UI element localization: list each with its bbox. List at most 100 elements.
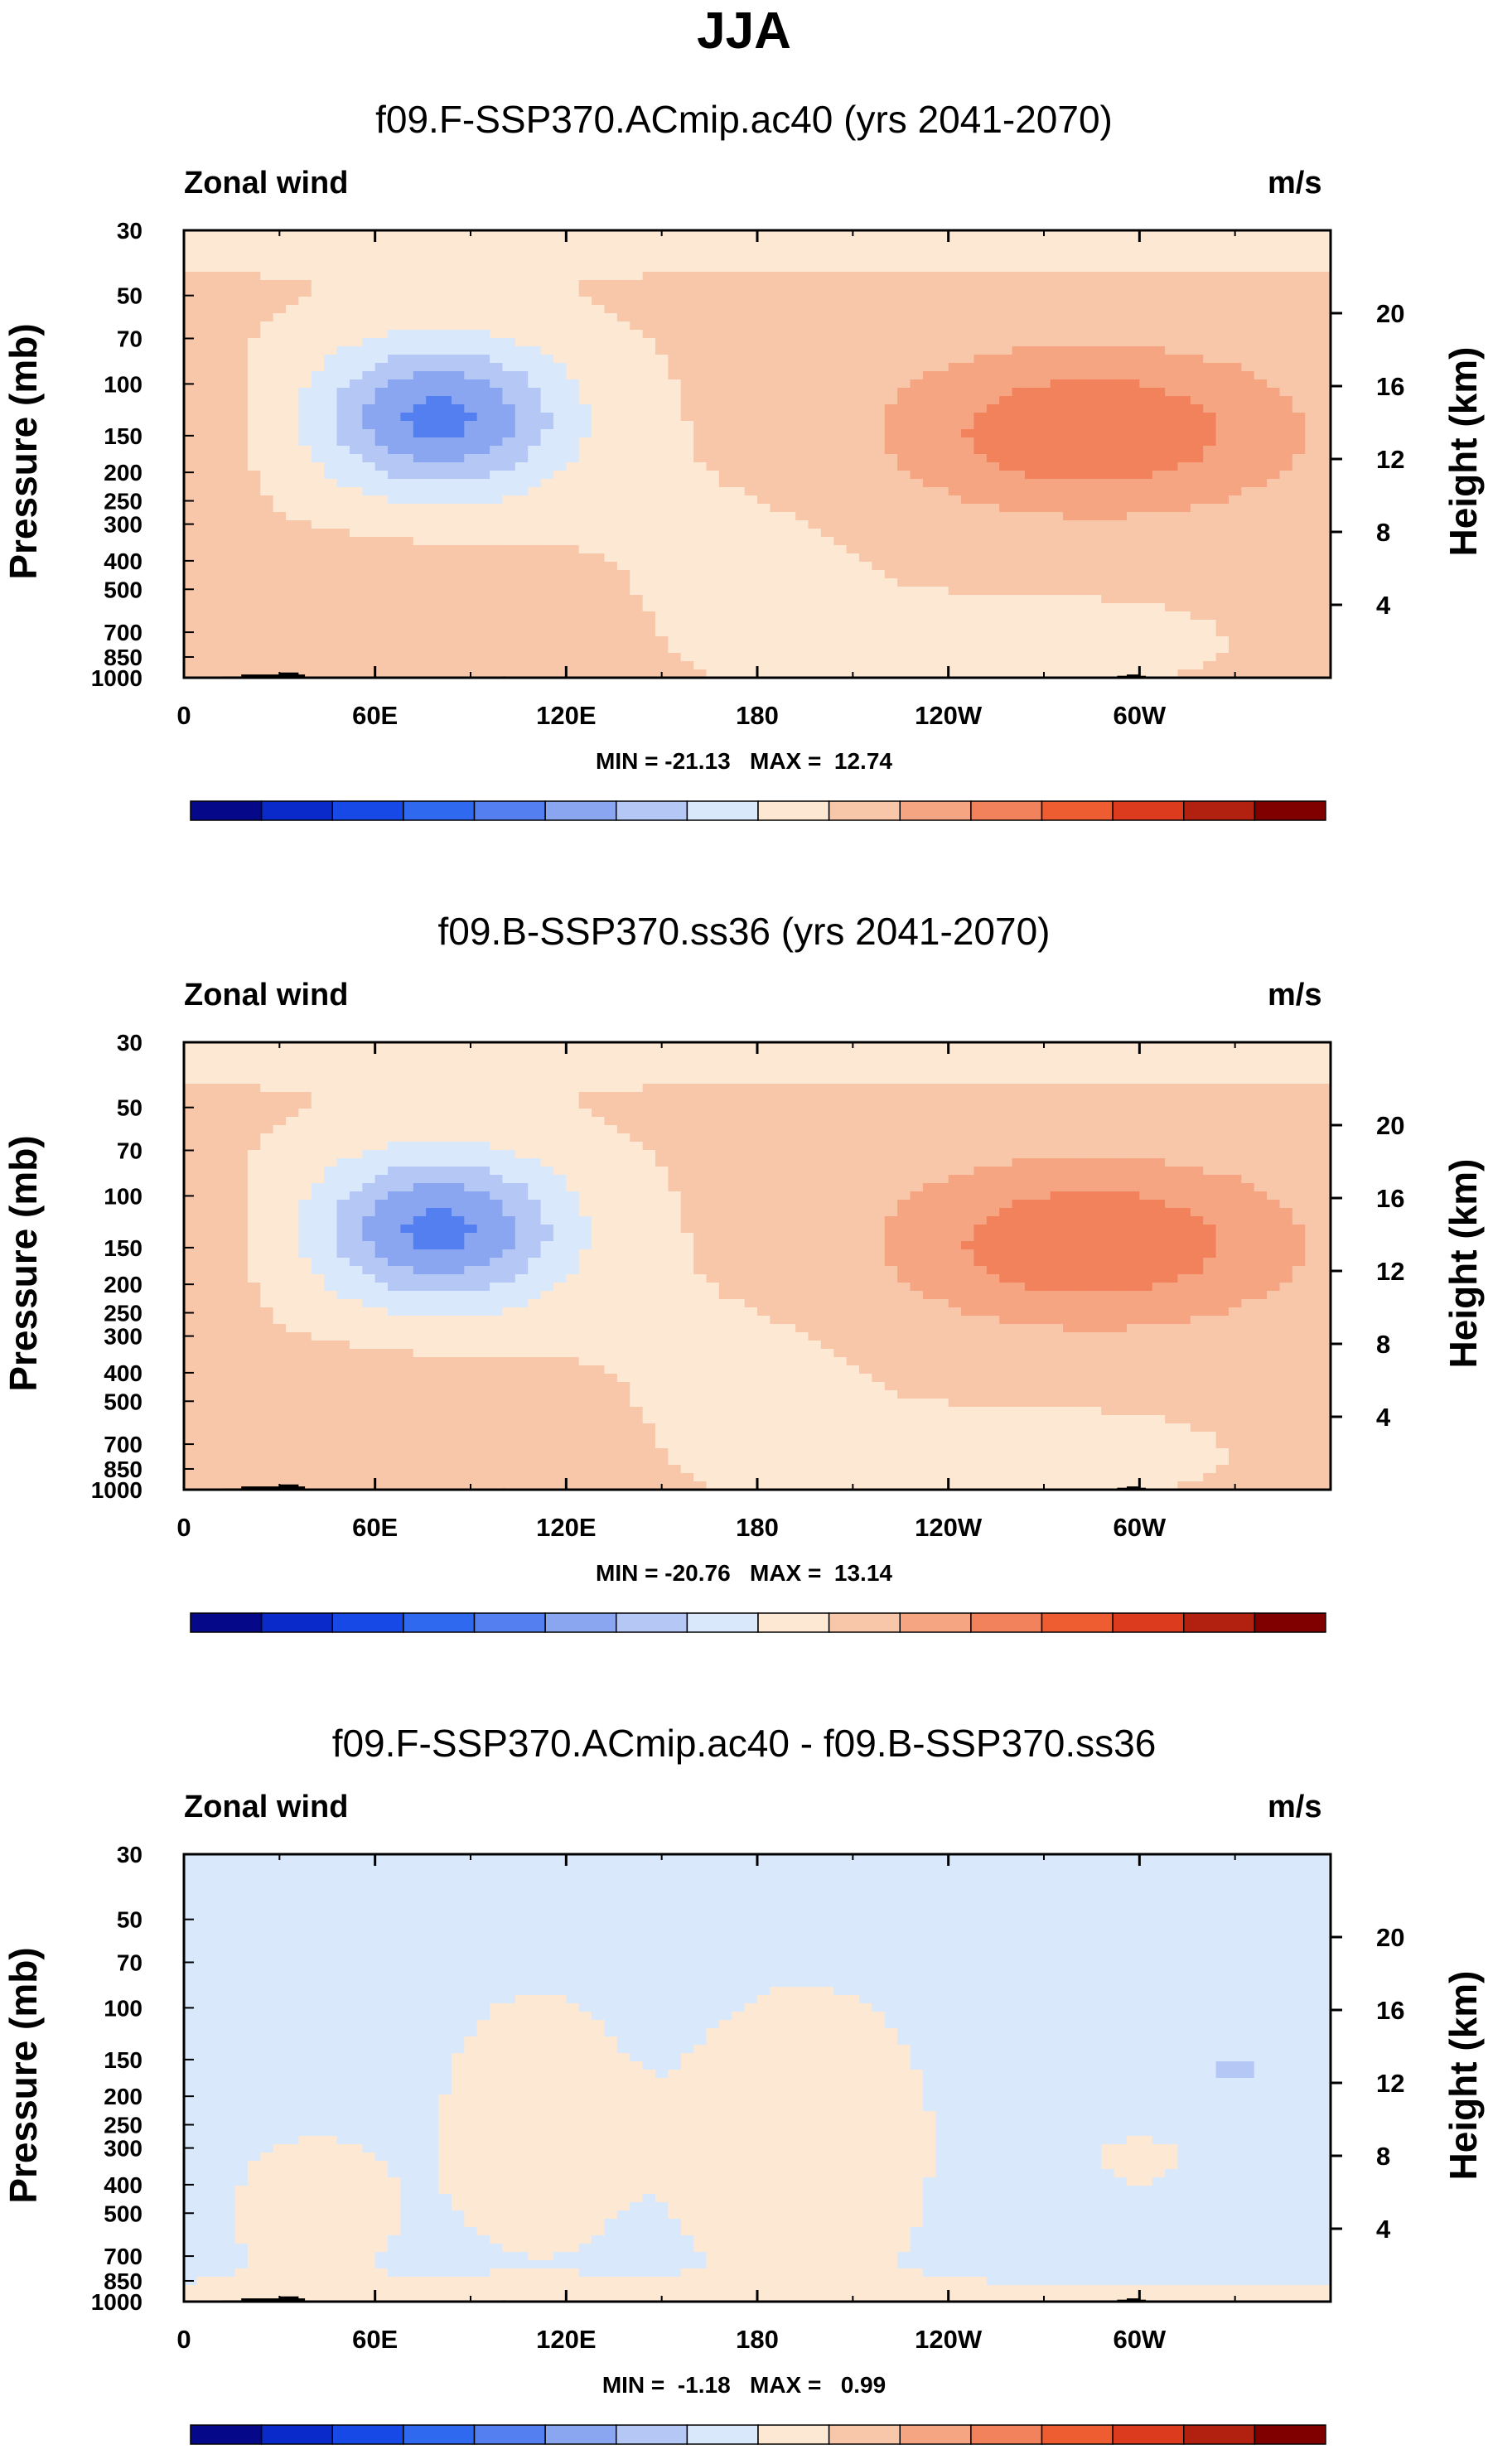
contour-cell [1088,313,1102,322]
y-tick-label: 150 [104,423,143,449]
contour-cell [1012,595,1026,604]
contour-cell [744,595,758,604]
contour-cell [234,578,249,587]
contour-cell [1190,479,1204,488]
contour-cell [846,512,860,521]
contour-cell [872,495,886,505]
contour-cell [693,321,708,331]
contour-cell [273,313,287,322]
contour-cell [1267,288,1281,297]
contour-cell [604,636,618,645]
contour-cell [706,388,720,397]
contour-cell [1050,446,1064,455]
contour-cell [464,297,478,306]
contour-cell [528,421,542,430]
contour-cell [630,653,644,662]
contour-cell [922,280,936,289]
contour-cell [961,454,975,463]
contour-cell [515,537,529,546]
contour-cell [999,346,1013,355]
contour-cell [757,388,771,397]
contour-cell [630,471,644,480]
contour-cell [884,545,898,554]
contour-cell [973,512,988,521]
contour-cell [184,313,197,322]
contour-cell [260,495,274,505]
contour-cell [566,263,580,273]
contour-cell [578,578,592,587]
contour-cell [897,479,911,488]
contour-cell [209,628,223,637]
contour-cell [1165,413,1179,422]
contour-cell [1228,355,1242,364]
contour-cell [234,628,249,637]
contour-cell [1165,239,1179,248]
contour-cell [1267,363,1281,372]
contour-cell [1305,628,1319,637]
contour-cell [948,346,962,355]
contour-cell [528,462,542,471]
contour-cell [833,388,848,397]
contour-cell [732,396,746,405]
contour-cell [1267,628,1281,637]
contour-cell [1088,413,1102,422]
contour-cell [438,338,452,347]
contour-cell [1267,413,1281,422]
contour-cell [578,504,592,513]
contour-cell [846,255,860,264]
contour-cell [872,487,886,496]
contour-cell [1165,462,1179,471]
contour-cell [502,280,516,289]
contour-cell [388,280,402,289]
contour-cell [515,330,529,339]
contour-cell [1228,371,1242,380]
contour-cell [184,263,197,273]
contour-cell [464,645,478,654]
contour-cell [1152,330,1166,339]
contour-cell [1165,645,1179,654]
contour-cell [476,321,490,331]
contour-cell [693,288,708,297]
contour-cell [1228,620,1242,629]
contour-cell [184,272,197,281]
contour-cell [706,603,720,612]
contour-cell [910,338,924,347]
contour-cell [426,446,440,455]
contour-cell [1305,396,1319,405]
contour-cell [286,355,299,364]
contour-cell [744,305,758,314]
contour-cell [388,562,402,571]
contour-cell [324,437,338,447]
contour-cell [400,603,414,612]
contour-cell [884,437,898,447]
contour-cell [884,529,898,538]
contour-cell [795,338,809,347]
contour-cell [464,404,478,413]
contour-cell [553,495,567,505]
contour-cell [286,545,299,554]
contour-cell [1037,512,1051,521]
contour-cell [400,1042,414,1051]
contour-cell [1254,578,1268,587]
contour-cell [680,653,694,662]
contour-cell [438,537,452,546]
contour-cell [1114,396,1128,405]
contour-cell [413,529,427,538]
contour-cell [490,661,504,670]
contour-cell [1114,487,1128,496]
contour-cell [999,562,1013,571]
contour-cell [604,628,618,637]
contour-cell [1190,620,1204,629]
contour-cell [642,288,656,297]
contour-cell [616,346,630,355]
contour-cell [426,553,440,563]
contour-cell [1114,313,1128,322]
contour-cell [1305,545,1319,554]
contour-cell [324,454,338,463]
contour-cell [986,363,1000,372]
contour-cell [757,363,771,372]
contour-cell [961,636,975,645]
contour-cell [642,280,656,289]
contour-cell [999,578,1013,587]
contour-cell [808,396,822,405]
